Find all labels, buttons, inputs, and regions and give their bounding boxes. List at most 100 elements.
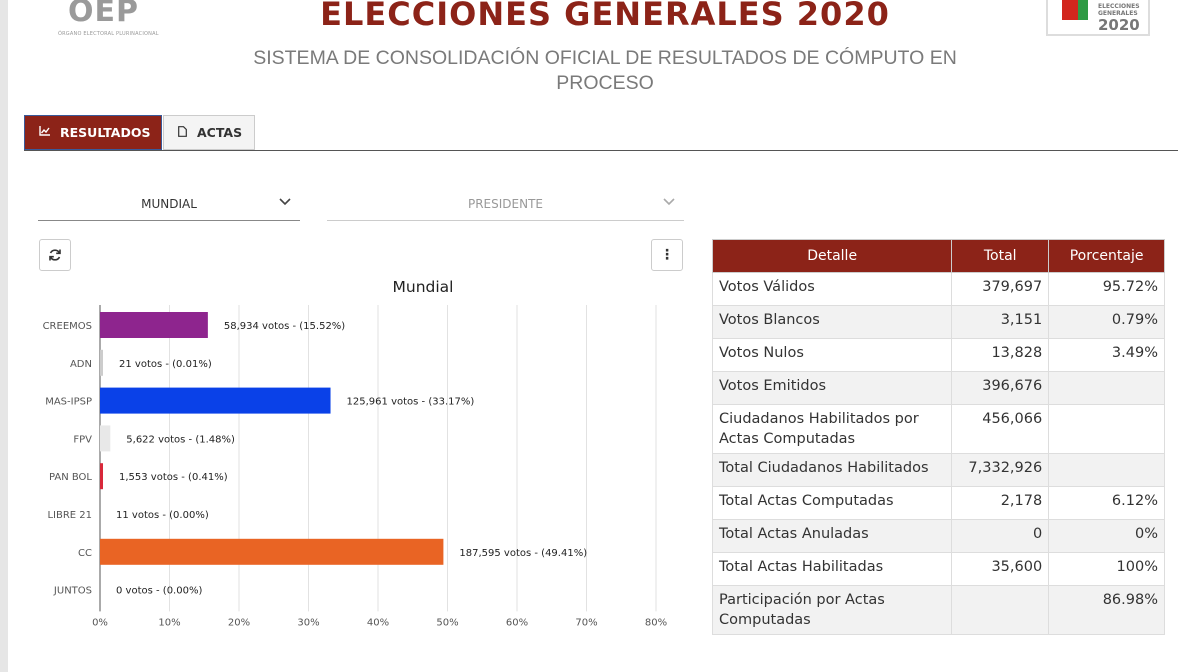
data-label: 1,553 votos - (0.41%)	[119, 472, 228, 483]
elecciones-2020-logo: ELECCIONES GENERALES 2020	[1046, 0, 1150, 36]
data-label: 21 votos - (0.01%)	[119, 359, 212, 370]
bar	[100, 463, 103, 490]
row-total	[951, 585, 1050, 635]
tab-actas-label: ACTAS	[197, 125, 243, 140]
x-tick-label: 60%	[506, 617, 528, 628]
chart-icon	[39, 126, 50, 139]
row-total: 456,066	[951, 404, 1050, 454]
header-total: Total	[951, 239, 1050, 273]
row-percent: 0%	[1048, 519, 1165, 553]
category-label: CREEMOS	[43, 321, 92, 332]
table-row: Participación por Actas Computadas 86.98%	[711, 585, 1165, 635]
tab-resultados-label: RESULTADOS	[60, 125, 151, 140]
header-porcentaje: Porcentaje	[1048, 239, 1165, 273]
bar	[100, 538, 444, 565]
page: OEP ÓRGANO ELECTORAL PLURINACIONAL ELECC…	[8, 0, 1194, 672]
page-title: ELECCIONES GENERALES 2020	[320, 0, 890, 33]
tab-resultados[interactable]: RESULTADOS	[24, 115, 162, 150]
office-select[interactable]: PRESIDENTE	[327, 188, 684, 221]
data-label: 125,961 votos - (33.17%)	[347, 397, 475, 408]
row-total: 35,600	[951, 552, 1050, 586]
row-label: Votos Válidos	[711, 272, 953, 306]
x-tick-label: 10%	[158, 617, 180, 628]
chart-menu-button[interactable]: ⋮	[651, 239, 683, 271]
chevron-down-icon	[663, 198, 675, 206]
oep-logo-subtitle: ÓRGANO ELECTORAL PLURINACIONAL	[58, 31, 159, 37]
refresh-icon	[49, 249, 61, 261]
details-table: Detalle Total Porcentaje Votos Válidos 37…	[711, 239, 1165, 635]
row-label: Total Actas Habilitadas	[711, 552, 953, 586]
bar	[100, 312, 208, 338]
category-label: CC	[78, 548, 92, 559]
x-tick-label: 20%	[228, 617, 250, 628]
office-select-value: PRESIDENTE	[467, 197, 544, 211]
scope-select[interactable]: MUNDIAL	[38, 188, 300, 221]
x-tick-label: 0%	[92, 617, 108, 628]
data-label: 0 votos - (0.00%)	[116, 586, 202, 597]
oep-logo-text: OEP	[68, 0, 139, 29]
bar-chart: 0% 10% 20% 30% 40% 50% 60% 70% 80% CREEMOS 58,934 …	[43, 305, 667, 628]
data-label: 187,595 votos - (49.41%)	[459, 548, 587, 559]
row-label: Ciudadanos Habilitados por Actas Computa…	[711, 404, 953, 454]
flag-green-block	[1078, 0, 1088, 20]
row-total: 396,676	[951, 371, 1050, 405]
x-tick-label: 30%	[297, 617, 319, 628]
row-label: Votos Nulos	[711, 338, 953, 372]
logo-right-year: 2020	[1098, 16, 1140, 34]
row-percent: 3.49%	[1048, 338, 1165, 372]
table-row: Votos Nulos 13,828 3.49%	[711, 338, 1165, 372]
x-tick-label: 40%	[367, 617, 389, 628]
category-label: ADN	[70, 359, 92, 370]
row-total: 13,828	[951, 338, 1050, 372]
row-label: Total Actas Computadas	[711, 486, 953, 520]
row-label: Votos Emitidos	[711, 371, 953, 405]
scope-select-value: MUNDIAL	[141, 197, 197, 211]
bar	[100, 387, 331, 414]
row-label: Votos Blancos	[711, 305, 953, 339]
tab-divider	[24, 150, 1178, 151]
vertical-dots-icon: ⋮	[660, 247, 674, 263]
category-label: PAN BOL	[49, 472, 92, 483]
table-row: Votos Blancos 3,151 0.79%	[711, 305, 1165, 339]
table-row: Votos Válidos 379,697 95.72%	[711, 272, 1165, 306]
table-row: Total Actas Anuladas 0 0%	[711, 519, 1165, 553]
row-percent: 100%	[1048, 552, 1165, 586]
header-detalle: Detalle	[711, 239, 953, 273]
refresh-button[interactable]	[39, 239, 71, 271]
bar	[100, 349, 103, 376]
row-percent: 86.98%	[1048, 585, 1165, 635]
x-tick-label: 50%	[436, 617, 458, 628]
x-tick-label: 70%	[575, 617, 597, 628]
table-row: Total Actas Computadas 2,178 6.12%	[711, 486, 1165, 520]
category-label: FPV	[73, 434, 92, 445]
table-row: Votos Emitidos 396,676	[711, 371, 1165, 405]
category-label: LIBRE 21	[47, 510, 92, 521]
category-label: MAS-IPSP	[45, 397, 92, 408]
row-percent: 6.12%	[1048, 486, 1165, 520]
document-icon	[178, 125, 187, 140]
data-label: 58,934 votos - (15.52%)	[224, 321, 345, 332]
row-percent: 95.72%	[1048, 272, 1165, 306]
row-percent	[1048, 404, 1165, 454]
row-percent	[1048, 453, 1165, 487]
table-row: Ciudadanos Habilitados por Actas Computa…	[711, 404, 1165, 454]
table-row: Total Ciudadanos Habilitados 7,332,926	[711, 453, 1165, 487]
row-label: Total Ciudadanos Habilitados	[711, 453, 953, 487]
row-label: Participación por Actas Computadas	[711, 585, 953, 635]
details-header-row: Detalle Total Porcentaje	[711, 239, 1165, 273]
oep-logo: OEP ÓRGANO ELECTORAL PLURINACIONAL	[56, 0, 166, 44]
table-row: Total Actas Habilitadas 35,600 100%	[711, 552, 1165, 586]
x-tick-label: 80%	[645, 617, 667, 628]
chart-title: Mundial	[392, 278, 454, 296]
logo-right-line: ELECCIONES GENERALES	[1098, 3, 1140, 17]
row-total: 3,151	[951, 305, 1050, 339]
bar	[100, 425, 111, 452]
tab-actas[interactable]: ACTAS	[163, 115, 255, 150]
chevron-down-icon	[279, 198, 291, 206]
row-percent: 0.79%	[1048, 305, 1165, 339]
data-label: 11 votos - (0.00%)	[116, 510, 209, 521]
row-total: 379,697	[951, 272, 1050, 306]
category-label: JUNTOS	[53, 586, 92, 597]
page-subtitle: SISTEMA DE CONSOLIDACIÓN OFICIAL DE RESU…	[253, 47, 957, 94]
row-label: Total Actas Anuladas	[711, 519, 953, 553]
